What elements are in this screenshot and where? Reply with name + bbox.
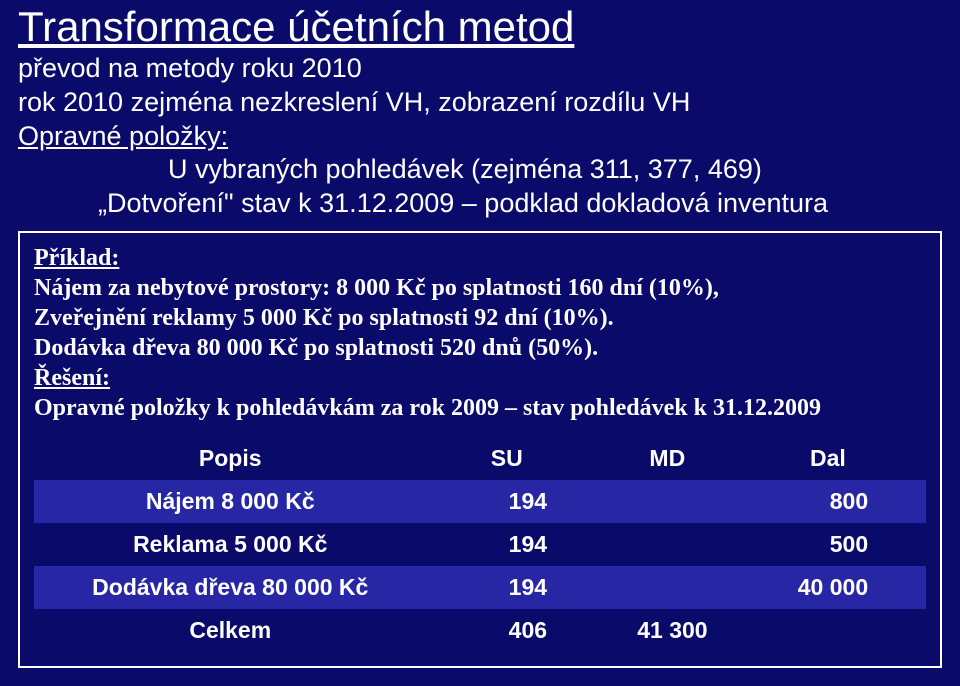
example-p4: Opravné položky k pohledávkám za rok 200… [34,393,926,423]
table-row: Celkem 406 41 300 [34,609,926,652]
th-md: MD [587,437,748,480]
example-p2: Zveřejnění reklamy 5 000 Kč po splatnost… [34,303,926,333]
example-solution: Řešení: [34,363,926,393]
example-p1: Nájem za nebytové prostory: 8 000 Kč po … [34,273,926,303]
cell-sep [908,566,926,609]
cell-dal: 800 [748,480,909,523]
cell-md: 41 300 [587,609,748,652]
cell-popis: Dodávka dřeva 80 000 Kč [34,566,426,609]
cell-su: 194 [426,480,587,523]
cell-dal: 40 000 [748,566,909,609]
data-table: Popis SU MD Dal Nájem 8 000 Kč 194 800 R… [34,437,926,652]
th-sep [908,437,926,480]
cell-sep [908,480,926,523]
cell-popis: Reklama 5 000 Kč [34,523,426,566]
table-row: Dodávka dřeva 80 000 Kč 194 40 000 [34,566,926,609]
cell-dal: 500 [748,523,909,566]
line-1: převod na metody roku 2010 [18,52,942,86]
example-head: Příklad: [34,243,926,273]
cell-sep [908,609,926,652]
line-4: U vybraných pohledávek (zejména 311, 377… [18,153,942,187]
cell-md [587,480,748,523]
cell-su: 406 [426,609,587,652]
table-row: Nájem 8 000 Kč 194 800 [34,480,926,523]
table-header-row: Popis SU MD Dal [34,437,926,480]
example-box: Příklad: Nájem za nebytové prostory: 8 0… [18,231,942,668]
line-2: rok 2010 zejména nezkreslení VH, zobraze… [18,86,942,120]
cell-popis: Nájem 8 000 Kč [34,480,426,523]
cell-md [587,566,748,609]
page-title: Transformace účetních metod [18,4,942,50]
th-dal: Dal [748,437,909,480]
example-p3: Dodávka dřeva 80 000 Kč po splatnosti 52… [34,333,926,363]
slide: Transformace účetních metod převod na me… [0,0,960,686]
cell-dal [748,609,909,652]
th-su: SU [426,437,587,480]
th-popis: Popis [34,437,426,480]
line-5: „Dotvoření" stav k 31.12.2009 – podklad … [18,187,942,221]
cell-sep [908,523,926,566]
cell-su: 194 [426,566,587,609]
line-3: Opravné položky: [18,120,942,154]
cell-popis: Celkem [34,609,426,652]
cell-su: 194 [426,523,587,566]
cell-md [587,523,748,566]
table-row: Reklama 5 000 Kč 194 500 [34,523,926,566]
